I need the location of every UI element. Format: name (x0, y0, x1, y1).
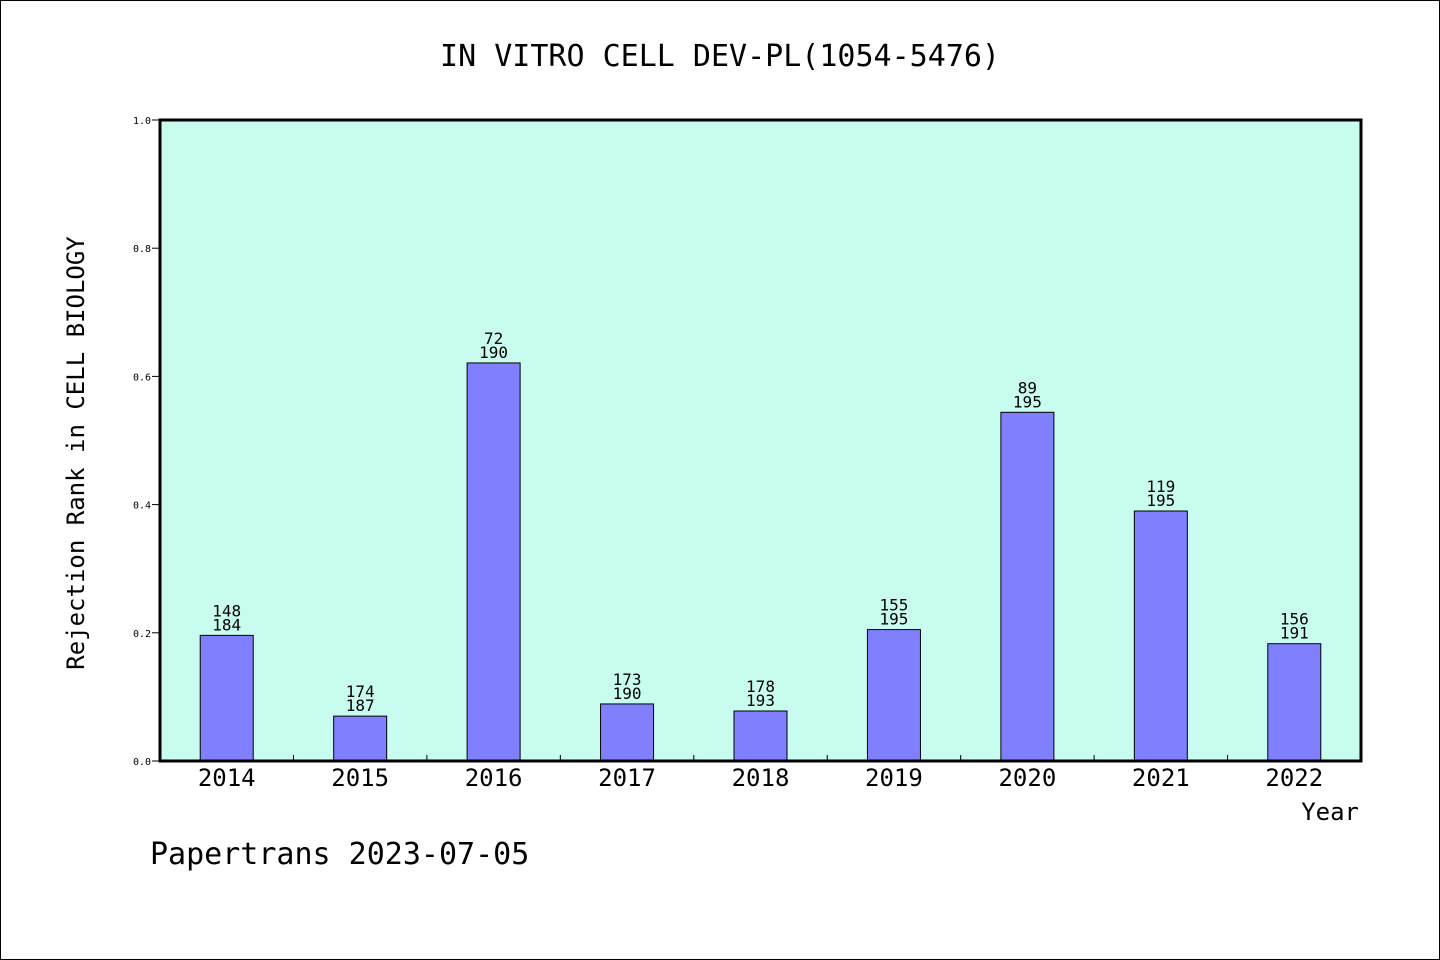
bar-rank-label: 178 (746, 677, 775, 696)
bar-2014 (199, 634, 254, 762)
bar-2018 (733, 710, 788, 762)
bar-rank-label: 72 (484, 329, 503, 348)
bar-2019 (866, 629, 921, 762)
chart-title: IN VITRO CELL DEV-PL(1054-5476) (440, 39, 1000, 74)
bar-rank-label: 156 (1280, 610, 1309, 629)
x-tick-label: 2018 (732, 764, 790, 792)
x-tick-label: 2020 (998, 764, 1056, 792)
bar-rank-label: 173 (613, 670, 642, 689)
bar-rank-label: 148 (212, 601, 241, 620)
bar-total-label: 193 (746, 691, 775, 710)
x-tick-label: 2016 (465, 764, 523, 792)
bar-2017 (600, 703, 655, 762)
bar-2015 (333, 715, 388, 762)
bar-2022 (1267, 643, 1322, 762)
plot-border (158, 118, 1363, 763)
y-axis: 0.0 0.2 0.4 0.6 0.8 1.0 (133, 116, 160, 768)
x-tick-label: 2022 (1265, 764, 1323, 792)
bar-total-label: 195 (1013, 392, 1042, 411)
bar-total-label: 184 (212, 615, 241, 634)
x-tick-label: 2014 (198, 764, 256, 792)
y-tick-label: 0.6 (133, 372, 151, 383)
bar-total-label: 187 (346, 696, 375, 715)
bar-total-label: 195 (879, 610, 908, 629)
bar-rank-label: 89 (1018, 378, 1037, 397)
x-axis-label: Year (1301, 798, 1359, 826)
y-tick-label: 0.4 (133, 501, 151, 512)
footer-credit: Papertrans 2023-07-05 (150, 837, 529, 872)
bars (199, 362, 1322, 762)
y-tick-label: 0.8 (133, 244, 151, 255)
bar-2020 (1000, 411, 1055, 762)
x-axis: 2014 2015 2016 2017 2018 2019 2020 2021 2022 (198, 755, 1323, 792)
bar-total-label: 190 (479, 343, 508, 362)
bar-rank-label: 155 (879, 596, 908, 615)
y-axis-label: Rejection Rank in CELL BIOLOGY (62, 236, 90, 670)
bar-total-label: 191 (1280, 624, 1309, 643)
x-tick-label: 2015 (331, 764, 389, 792)
y-tick-label: 1.0 (133, 116, 151, 127)
y-tick-label: 0.0 (133, 757, 151, 768)
bar-total-label: 195 (1146, 491, 1175, 510)
x-tick-label: 2017 (598, 764, 656, 792)
y-tick-label: 0.2 (133, 629, 151, 640)
bar-2021 (1133, 510, 1188, 762)
x-tick-label: 2019 (865, 764, 923, 792)
bar-rank-label: 174 (346, 682, 375, 701)
bar-2016 (466, 362, 521, 762)
bar-total-label: 190 (613, 684, 642, 703)
x-tick-label: 2021 (1132, 764, 1190, 792)
bar-rank-label: 119 (1146, 477, 1175, 496)
